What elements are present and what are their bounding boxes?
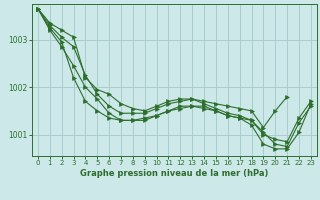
- X-axis label: Graphe pression niveau de la mer (hPa): Graphe pression niveau de la mer (hPa): [80, 169, 268, 178]
